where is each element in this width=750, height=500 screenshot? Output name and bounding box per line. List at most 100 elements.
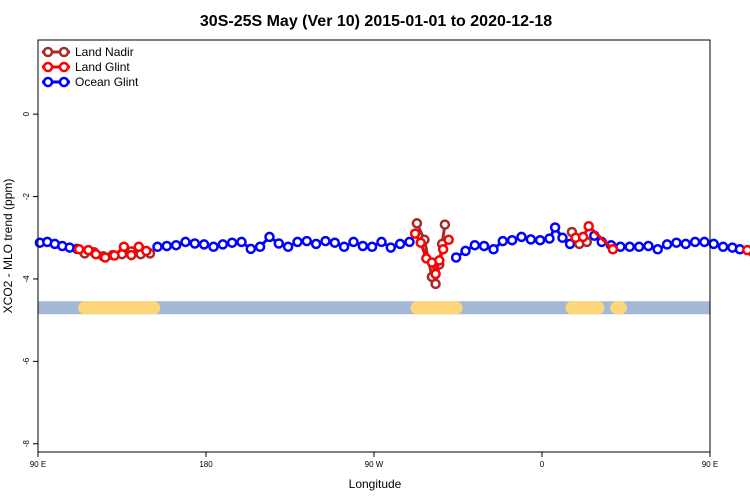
data-point [643,240,654,252]
legend-item-ocean-glint: Ocean Glint [42,75,139,89]
data-point [310,238,322,250]
data-point [534,234,546,246]
x-tick-label: 90 E [702,460,718,469]
data-point [525,234,537,245]
legend-swatch-marker [42,46,54,58]
y-tick-label: -8 [22,440,31,448]
data-point [557,232,568,244]
legend-label: Land Glint [75,60,130,74]
data-point [264,231,275,243]
data-point [411,218,423,229]
data-point [661,239,673,250]
series-land-glint [73,220,750,280]
x-axis-label: Longitude [349,477,402,491]
data-point [689,236,701,248]
data-point [434,255,445,266]
x-axis-ticks: 90 E 180 90 W 0 90 E [30,452,718,469]
legend-swatch-marker [58,46,70,58]
data-point [320,235,331,247]
legend-label: Land Nadir [75,45,134,59]
x-tick-label: 180 [199,460,213,469]
data-point [208,241,219,253]
x-tick-label: 90 W [365,460,384,469]
x-tick-label: 90 E [30,460,46,469]
data-point [497,235,509,247]
data-point [443,234,454,246]
y-axis-ticks: 0 -2 -4 -6 -8 [22,111,38,447]
data-point [161,240,173,252]
data-point [671,237,682,248]
data-point [564,238,576,250]
data-point [198,239,210,250]
data-point [273,238,285,249]
data-point [180,236,191,248]
data-point [126,249,137,261]
data-point [624,241,635,253]
data-point [717,241,729,253]
x-tick-label: 0 [540,460,545,469]
data-point [90,248,102,260]
chart-title: 30S-25S May (Ver 10) 2015-01-01 to 2020-… [200,13,552,30]
data-point [409,228,421,239]
data-point [236,236,247,248]
data-point [226,237,238,248]
y-tick-label: -4 [22,275,31,283]
data-point [404,236,415,248]
data-point [73,244,85,255]
legend-item-land-glint: Land Glint [42,60,130,74]
data-point [430,268,441,280]
data-point [516,231,527,243]
legend-swatch-marker [58,76,70,88]
data-point [292,236,303,248]
data-point [437,244,449,255]
data-point [301,235,313,247]
data-point [133,241,145,253]
data-point [348,236,359,248]
data-point [118,241,130,253]
data-point [415,237,426,248]
data-point [680,238,691,250]
series-ocean-glint [34,222,746,263]
legend-item-land-nadir: Land Nadir [42,45,134,59]
data-point [366,241,378,253]
data-point [488,244,499,255]
data-point [141,245,152,257]
data-point [189,238,201,249]
legend-label: Ocean Glint [75,75,139,89]
data-point [430,278,441,290]
data-point [99,252,111,263]
y-tick-label: -2 [22,192,31,200]
y-tick-label: 0 [22,111,31,116]
data-point [329,237,341,248]
data-point [506,234,518,246]
data-point [469,239,481,251]
y-axis-label: XCO2 - MLO trend (ppm) [1,179,15,314]
data-point [460,245,471,257]
data-point [583,220,594,232]
data-point [607,244,619,255]
data-point [478,240,490,252]
data-point [652,244,663,255]
data-point [282,241,294,253]
data-point [170,239,182,251]
data-point [439,219,451,230]
legend-swatch-marker [42,76,54,88]
data-point [549,222,561,233]
data-point [699,236,710,248]
data-point [394,238,406,250]
series-layer [34,218,750,290]
data-point [357,240,369,252]
data-point [83,244,94,256]
data-point [152,241,163,253]
data-point [338,241,350,253]
data-point [376,236,387,248]
data-point [254,241,266,253]
data-point [385,242,397,253]
y-tick-label: -6 [22,357,31,365]
data-point [217,239,229,250]
data-point [450,252,462,263]
data-point [577,231,589,243]
data-point [109,250,120,261]
legend-swatch-marker [58,61,70,73]
